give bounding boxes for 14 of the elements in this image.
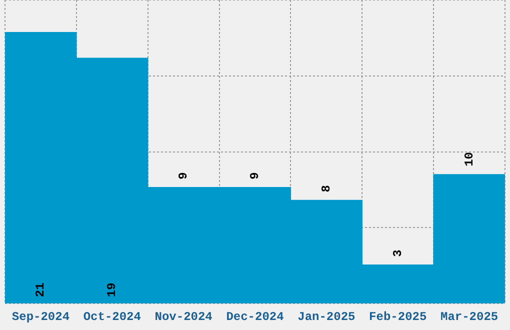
data-label: 21 [34, 282, 48, 298]
data-label: 10 [462, 152, 476, 166]
x-tick-label: Mar-2025 [440, 310, 498, 324]
x-tick-label: Nov-2024 [154, 310, 212, 324]
x-tick-label: Oct-2024 [83, 310, 141, 324]
x-tick-label: Feb-2025 [369, 310, 427, 324]
x-tick-label: Jan-2025 [298, 310, 356, 324]
x-tick-label: Sep-2024 [12, 310, 70, 324]
data-label: 9 [176, 172, 191, 180]
data-label: 3 [390, 250, 405, 257]
x-tick-label: Dec-2024 [226, 310, 284, 324]
data-label: 19 [105, 282, 120, 298]
data-label: 8 [319, 185, 334, 192]
data-label: 9 [248, 172, 262, 180]
